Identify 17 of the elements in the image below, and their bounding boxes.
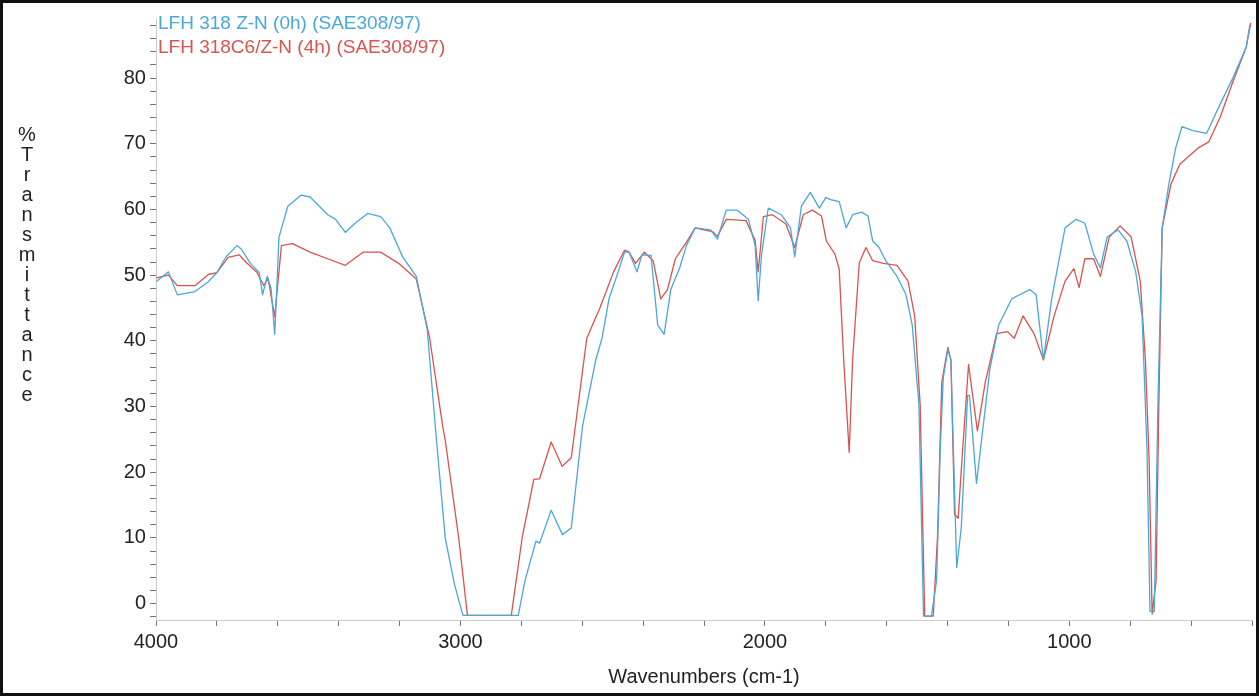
- y-tick-label: 0: [134, 591, 146, 614]
- y-tick-label: 80: [123, 65, 146, 88]
- x-axis-title: Wavenumbers (cm-1): [608, 664, 800, 687]
- y-tick-label: 10: [123, 525, 146, 548]
- y-tick-label: 50: [123, 262, 146, 285]
- y-tick-label: 30: [123, 394, 146, 417]
- x-tick-label: 3000: [438, 629, 483, 652]
- y-tick-label: 60: [123, 197, 146, 219]
- y-tick-label: 20: [123, 459, 146, 482]
- text: LFH 318 Z-N (0h) (SAE308/97): [158, 11, 421, 33]
- x-tick-label: 4000: [133, 629, 179, 652]
- y-tick-label: 70: [123, 131, 146, 154]
- y-tick-label: 40: [123, 328, 146, 351]
- x-tick-label: 1000: [1047, 629, 1092, 652]
- y-axis-title: %Transmittance: [15, 123, 38, 403]
- x-tick-label: 2000: [742, 629, 788, 652]
- text: LFH 318C6/Z-N (4h) (SAE308/97): [158, 35, 446, 57]
